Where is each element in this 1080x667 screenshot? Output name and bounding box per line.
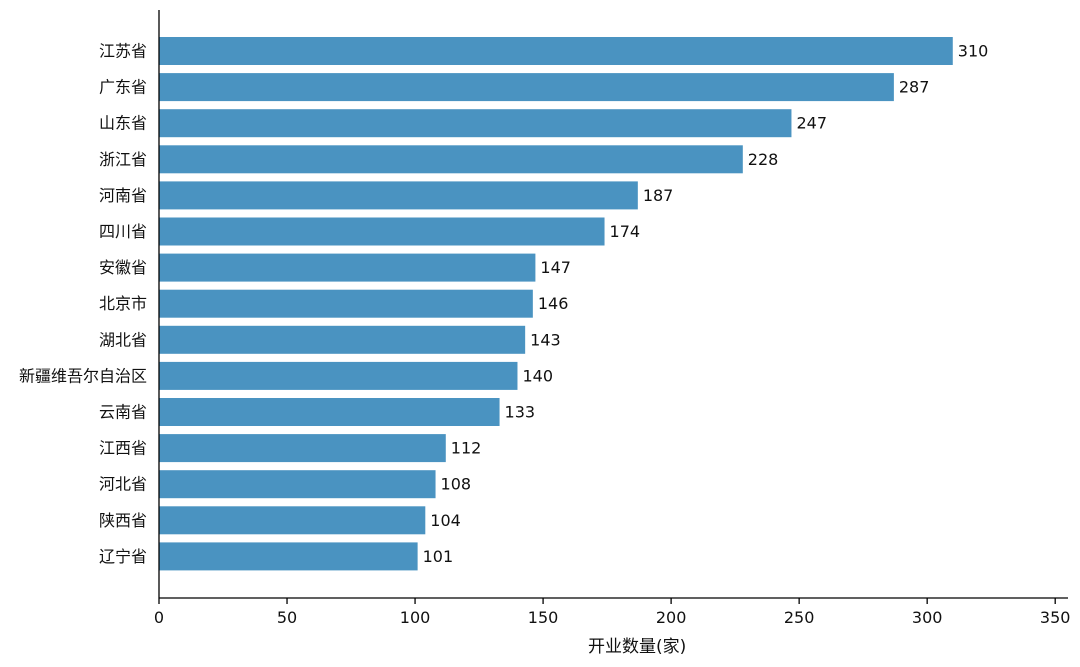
x-tick-label: 300: [912, 608, 943, 627]
x-tick-label: 350: [1040, 608, 1071, 627]
data-label: 140: [522, 366, 553, 385]
category-label: 江苏省: [99, 42, 147, 61]
category-label: 河南省: [99, 186, 147, 205]
data-label: 146: [538, 294, 569, 313]
bar: [159, 325, 526, 354]
x-tick-label: 250: [784, 608, 815, 627]
bars-group: [159, 37, 953, 571]
bar: [159, 434, 446, 463]
bar: [159, 145, 743, 174]
category-label: 四川省: [99, 222, 147, 241]
x-ticks-group: 0 50 100 150 200 250 300 350: [154, 598, 1071, 627]
x-tick-label: 100: [400, 608, 431, 627]
category-label: 北京市: [99, 294, 147, 313]
x-tick-label: 50: [277, 608, 297, 627]
data-label: 108: [441, 475, 472, 494]
x-tick-label: 200: [656, 608, 687, 627]
bar: [159, 289, 533, 318]
category-label: 安徽省: [99, 258, 147, 277]
data-label: 174: [610, 222, 641, 241]
bar: [159, 253, 536, 282]
category-label: 广东省: [99, 78, 147, 97]
category-label: 江西省: [99, 439, 147, 458]
x-tick-label: 0: [154, 608, 164, 627]
data-label: 287: [899, 78, 930, 97]
bar: [159, 181, 638, 210]
x-tick-label: 150: [528, 608, 559, 627]
bar: [159, 398, 500, 426]
bar: [159, 73, 894, 102]
category-label: 辽宁省: [99, 547, 147, 566]
data-label: 101: [423, 547, 454, 566]
bar: [159, 37, 953, 65]
category-label: 湖北省: [99, 330, 147, 349]
category-label: 陕西省: [99, 511, 147, 530]
category-label: 浙江省: [99, 150, 147, 169]
bar: [159, 361, 518, 390]
category-label: 河北省: [99, 475, 147, 494]
data-label: 143: [530, 330, 561, 349]
category-label: 云南省: [99, 403, 147, 422]
data-label: 112: [451, 439, 482, 458]
data-label: 133: [505, 403, 536, 422]
bar: [159, 542, 418, 571]
data-label: 147: [540, 258, 571, 277]
data-label: 228: [748, 150, 779, 169]
category-label: 新疆维吾尔自治区: [19, 366, 147, 385]
data-label: 187: [643, 186, 674, 205]
category-label: 山东省: [99, 114, 147, 133]
data-label: 247: [796, 114, 827, 133]
category-labels-group: 江苏省广东省山东省浙江省河南省四川省安徽省北京市湖北省新疆维吾尔自治区云南省江西…: [19, 42, 147, 566]
bar: [159, 470, 436, 499]
data-label: 104: [430, 511, 461, 530]
data-label: 310: [958, 42, 989, 61]
bar: [159, 506, 426, 535]
x-axis-title: 开业数量(家): [588, 637, 686, 657]
bar: [159, 217, 605, 246]
bar: [159, 109, 792, 138]
